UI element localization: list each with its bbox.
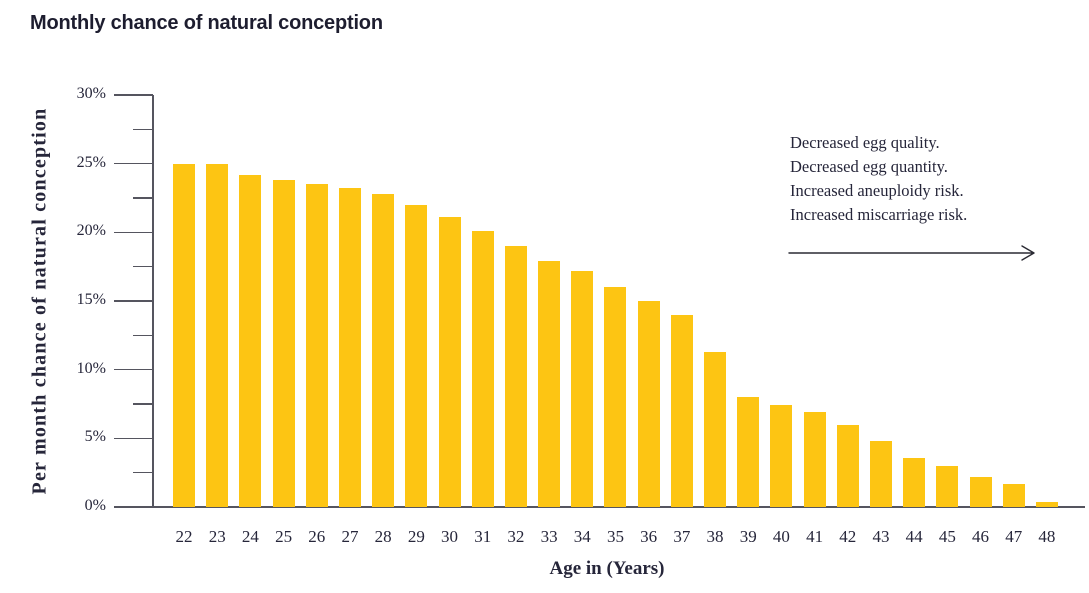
- bar-age-30: 30: [438, 217, 461, 546]
- x-axis-tick-label: 38: [706, 527, 724, 546]
- x-axis-tick-label: 47: [1005, 527, 1023, 546]
- y-axis-tick-label: 10%: [76, 359, 106, 377]
- x-axis-tick-label: 36: [640, 527, 658, 546]
- x-axis-tick-label: 32: [507, 527, 525, 546]
- x-axis-tick-label: 41: [806, 527, 824, 546]
- x-axis-tick-label: 34: [573, 527, 591, 546]
- x-axis-tick-label: 40: [772, 527, 790, 546]
- bar-age-22: 22: [173, 163, 195, 546]
- bar-age-24: 24: [239, 174, 262, 546]
- x-axis-tick-label: 45: [938, 527, 956, 546]
- y-axis-minor-tick: [133, 197, 153, 199]
- y-axis-minor-tick: [133, 265, 153, 268]
- x-axis-tick-label: 26: [308, 527, 326, 546]
- y-axis-minor-tick: [133, 471, 153, 474]
- y-axis-tick-label: 5%: [84, 428, 106, 446]
- x-axis-tick-label: 23: [208, 527, 226, 546]
- bar-age-35: 35: [604, 287, 627, 546]
- x-axis-title: Age in (Years): [549, 558, 665, 579]
- x-axis-tick-label: 25: [275, 527, 293, 546]
- bars: 22 23 24 25 26 27 28 29 30 31 32 33 34 35 36 37 38 39 40 41…: [173, 95, 1058, 546]
- bar-age-39: 39: [737, 397, 760, 546]
- x-axis-tick-label: 33: [540, 527, 558, 546]
- bar-age-23: 23: [206, 163, 229, 546]
- x-axis-tick-label: 42: [839, 527, 857, 546]
- x-axis-tick-label: 29: [407, 527, 425, 546]
- x-axis-tick-label: 46: [972, 527, 989, 546]
- y-axis-major-tick: [114, 162, 153, 165]
- y-axis-major-tick: [114, 300, 153, 302]
- bar-age-42: 42: [836, 424, 859, 546]
- annotation-line: Decreased egg quantity.: [790, 157, 948, 176]
- y-axis-major-tick: [114, 437, 153, 440]
- annotation-line: Decreased egg quality.: [790, 133, 940, 152]
- bar-age-33: 33: [538, 261, 561, 546]
- x-axis-tick-label: 31: [474, 527, 492, 546]
- bar-age-34: 34: [571, 270, 594, 546]
- y-axis-tick-label: 25%: [76, 153, 106, 171]
- x-axis-tick-label: 39: [739, 527, 757, 546]
- x-axis-tick-label: 35: [606, 527, 624, 546]
- bar-age-32: 32: [504, 246, 527, 546]
- bar-age-26: 26: [305, 184, 328, 546]
- y-axis-minor-tick: [133, 334, 153, 337]
- annotation-line: Increased miscarriage risk.: [790, 205, 968, 224]
- x-axis-tick-label: 30: [441, 527, 458, 546]
- y-axis-minor-tick: [133, 128, 153, 131]
- x-axis-tick-label: 37: [673, 527, 691, 546]
- y-axis-tick-label: 15%: [76, 291, 106, 308]
- bar-age-31: 31: [471, 231, 494, 546]
- bar-age-44: 44: [903, 457, 926, 546]
- bar-age-46: 46: [969, 476, 992, 546]
- x-axis-line: [114, 506, 1085, 508]
- annotation-block: Decreased egg quality. Decreased egg qua…: [790, 131, 967, 227]
- bar-age-41: 41: [803, 412, 826, 546]
- x-axis-tick-label: 22: [175, 527, 193, 546]
- x-axis-tick-label: 43: [872, 527, 890, 546]
- y-axis-major-tick: [114, 231, 153, 234]
- bar-age-38: 38: [704, 351, 726, 546]
- x-axis-tick-label: 48: [1038, 527, 1056, 546]
- bar-age-27: 27: [338, 188, 361, 546]
- bar-age-43: 43: [869, 441, 892, 546]
- bar-age-25: 25: [272, 180, 295, 546]
- chart-title: Monthly chance of natural conception: [30, 12, 383, 34]
- bar-age-28: 28: [372, 193, 395, 546]
- y-axis-tick-label: 20%: [76, 222, 106, 240]
- y-axis-tick-label: 0%: [84, 497, 106, 514]
- bar-age-36: 36: [637, 301, 660, 546]
- y-axis-major-tick: [114, 368, 153, 371]
- right-arrow-icon: [788, 245, 1035, 261]
- bar-age-40: 40: [770, 405, 793, 546]
- x-axis-tick-label: 44: [905, 527, 923, 546]
- bar-age-45: 45: [936, 465, 959, 546]
- x-axis-tick-label: 28: [374, 527, 392, 546]
- x-axis-tick-label: 24: [241, 527, 259, 546]
- x-axis-tick-label: 27: [341, 527, 359, 546]
- bar-age-47: 47: [1002, 483, 1025, 546]
- y-axis-tick-label: 30%: [76, 85, 106, 102]
- bar-age-37: 37: [670, 314, 693, 546]
- annotation-line: Increased aneuploidy risk.: [790, 181, 964, 200]
- bar-age-48: 48: [1035, 501, 1058, 546]
- y-axis-minor-tick: [133, 403, 153, 405]
- bar-age-29: 29: [405, 204, 428, 546]
- y-axis-major-tick: [114, 94, 153, 96]
